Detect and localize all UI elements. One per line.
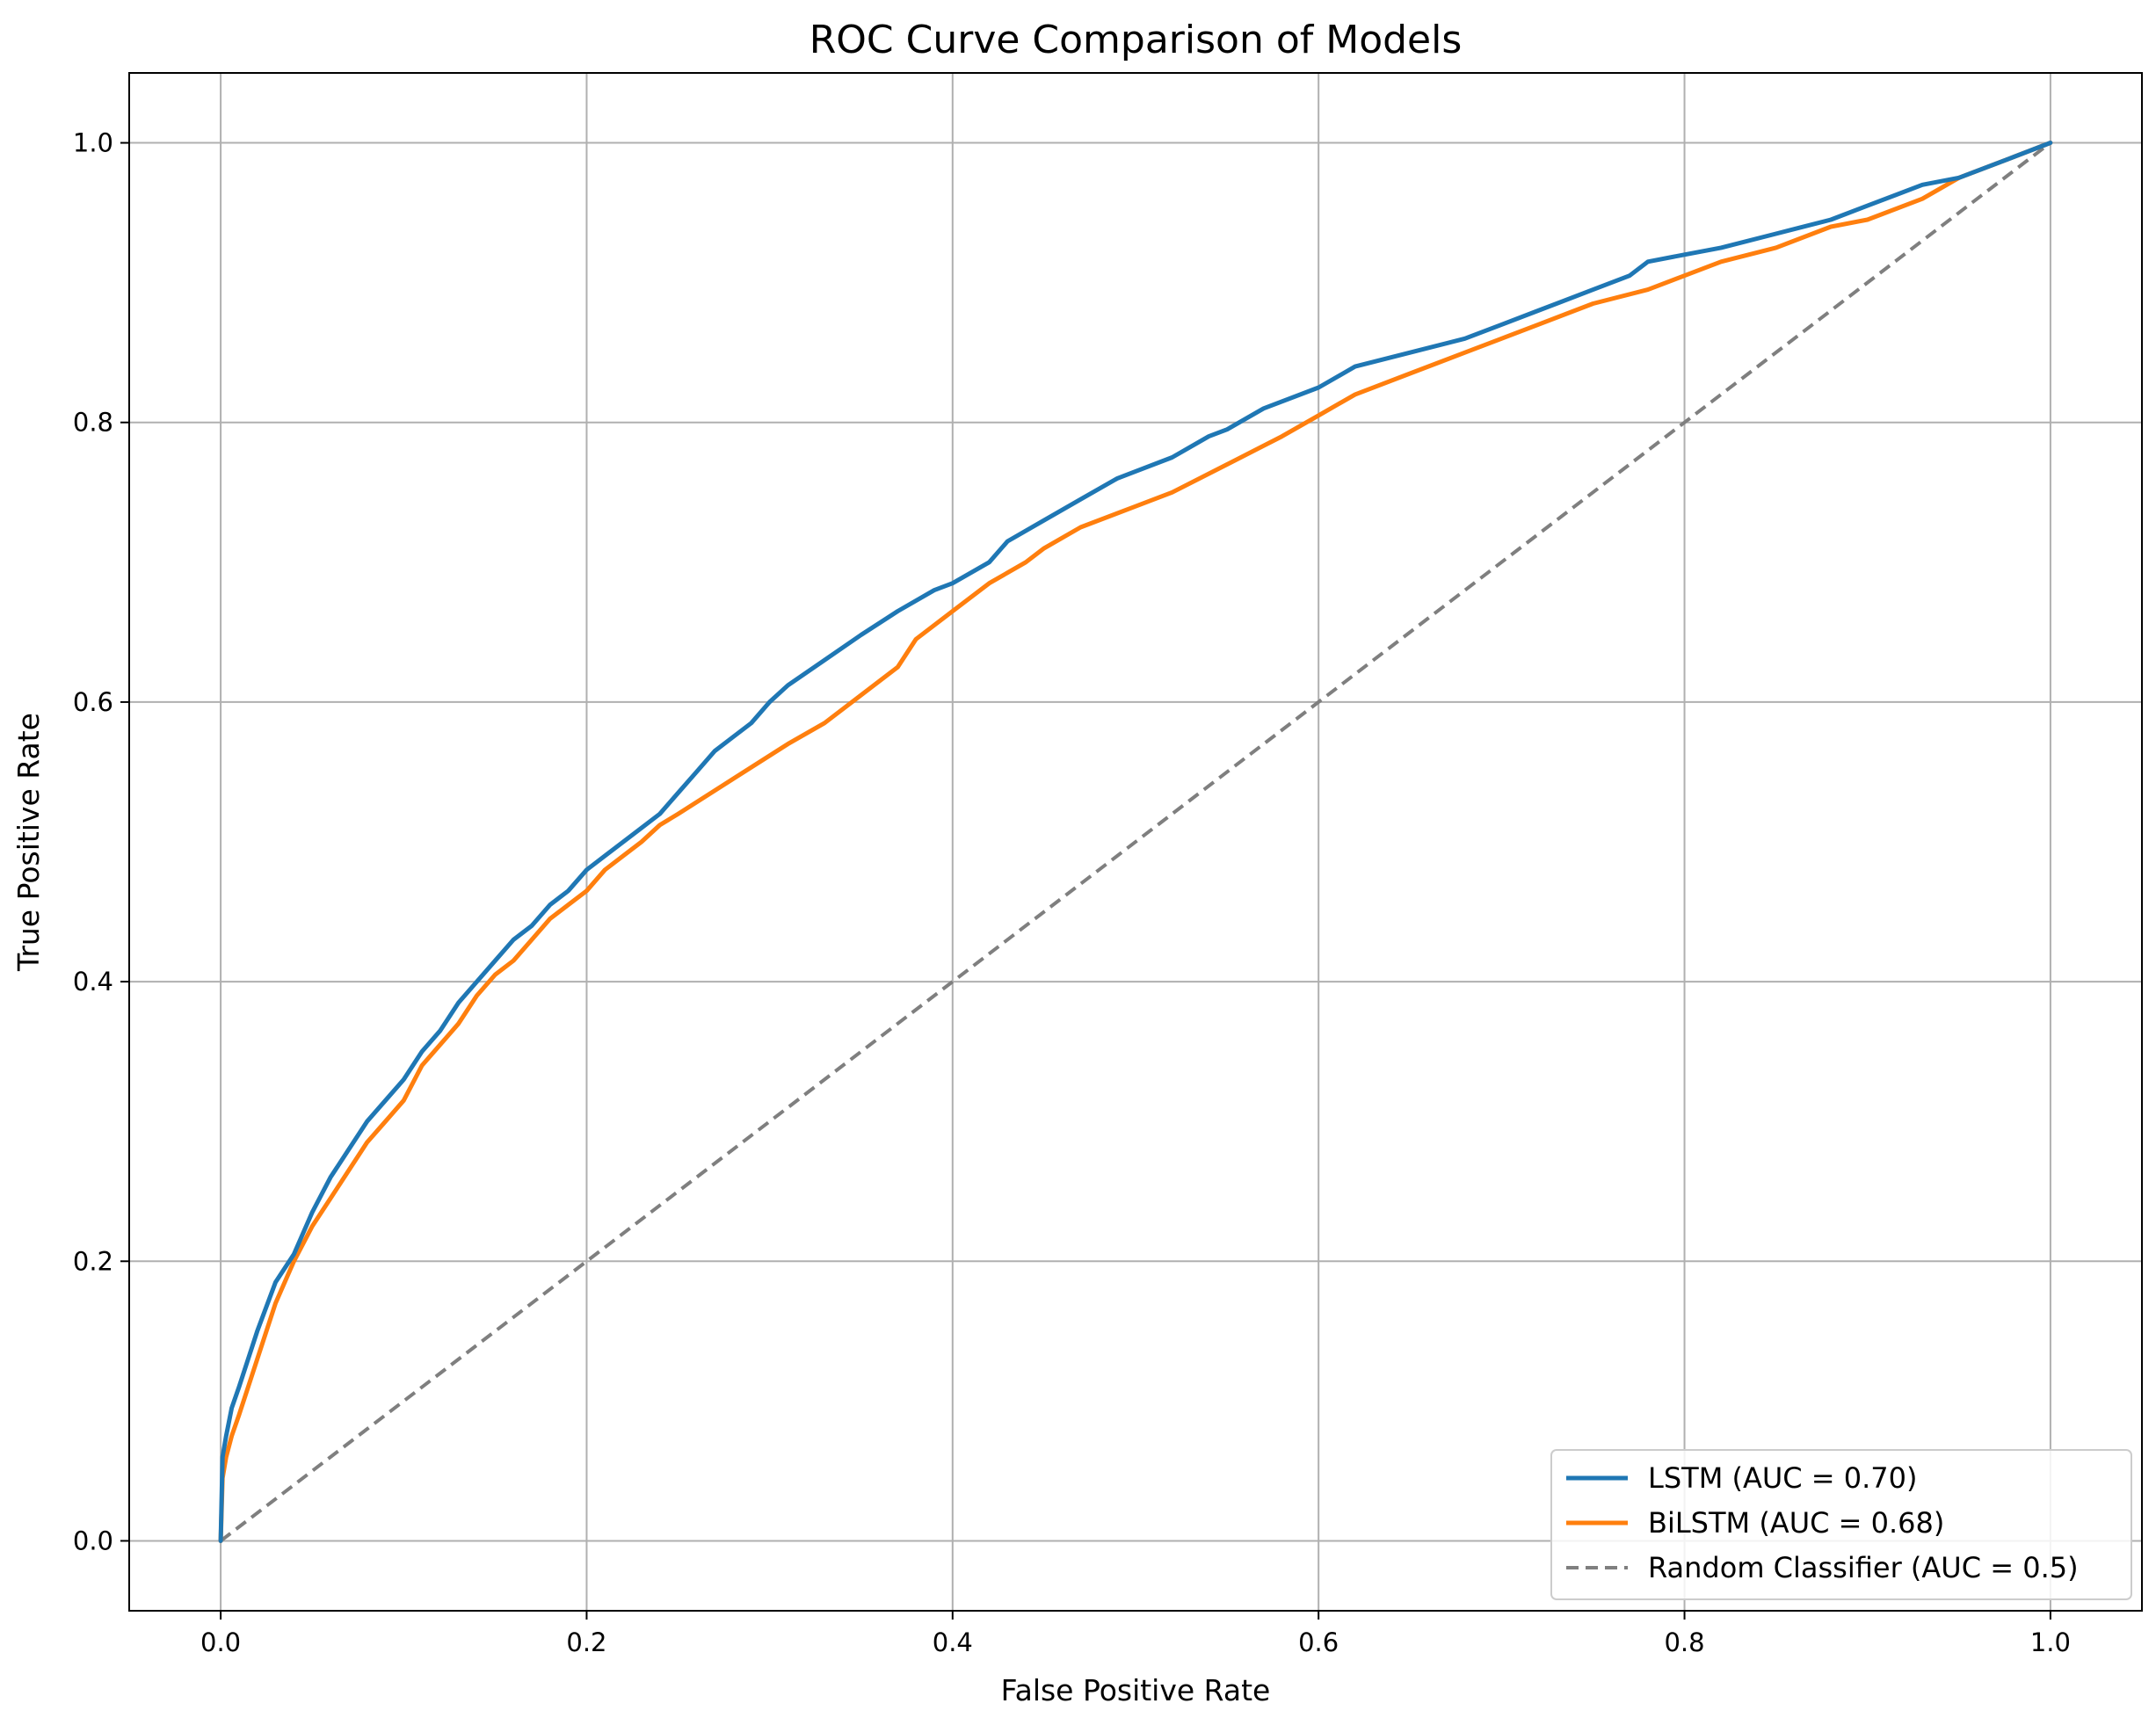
- lstm-curve: [218, 141, 2053, 1543]
- series-lines: [218, 141, 2053, 1543]
- chart-title: ROC Curve Comparison of Models: [809, 18, 1463, 62]
- plot-frame: [128, 72, 2143, 1612]
- y-axis-label: True Positive Rate: [11, 713, 46, 972]
- y-tick-label: 0.4: [73, 967, 113, 997]
- bilstm-curve: [218, 141, 2053, 1543]
- y-tick-label: 0.6: [73, 687, 113, 717]
- random-classifier-line: [219, 141, 2052, 1543]
- x-tick-label: 0.4: [933, 1627, 973, 1657]
- y-tick-label: 0.0: [73, 1526, 113, 1555]
- y-tick-label: 0.8: [73, 408, 113, 438]
- y-tick-label: 1.0: [73, 128, 113, 158]
- legend-label-lstm: LSTM (AUC = 0.70): [1648, 1461, 1918, 1495]
- y-tick-label: 0.2: [73, 1246, 113, 1276]
- x-tick-label: 0.6: [1298, 1627, 1339, 1657]
- x-tick-label: 1.0: [2030, 1627, 2071, 1657]
- x-tick-label: 0.0: [200, 1627, 241, 1657]
- grid-lines: [129, 73, 2142, 1611]
- x-axis-label: False Positive Rate: [1001, 1673, 1271, 1707]
- legend-box: [1550, 1449, 2132, 1600]
- legend: LSTM (AUC = 0.70) BiLSTM (AUC = 0.68) Ra…: [1550, 1449, 2132, 1600]
- x-tick-label: 0.2: [566, 1627, 606, 1657]
- x-tick-label: 0.8: [1664, 1627, 1704, 1657]
- legend-label-random: Random Classifier (AUC = 0.5): [1648, 1551, 2079, 1584]
- legend-label-bilstm: BiLSTM (AUC = 0.68): [1648, 1506, 1944, 1540]
- axis-ticks: 0.0 0.2 0.4 0.6 0.8 1.0 0.0 0.2 0.4 0.6 0.8 1.0: [73, 128, 2071, 1657]
